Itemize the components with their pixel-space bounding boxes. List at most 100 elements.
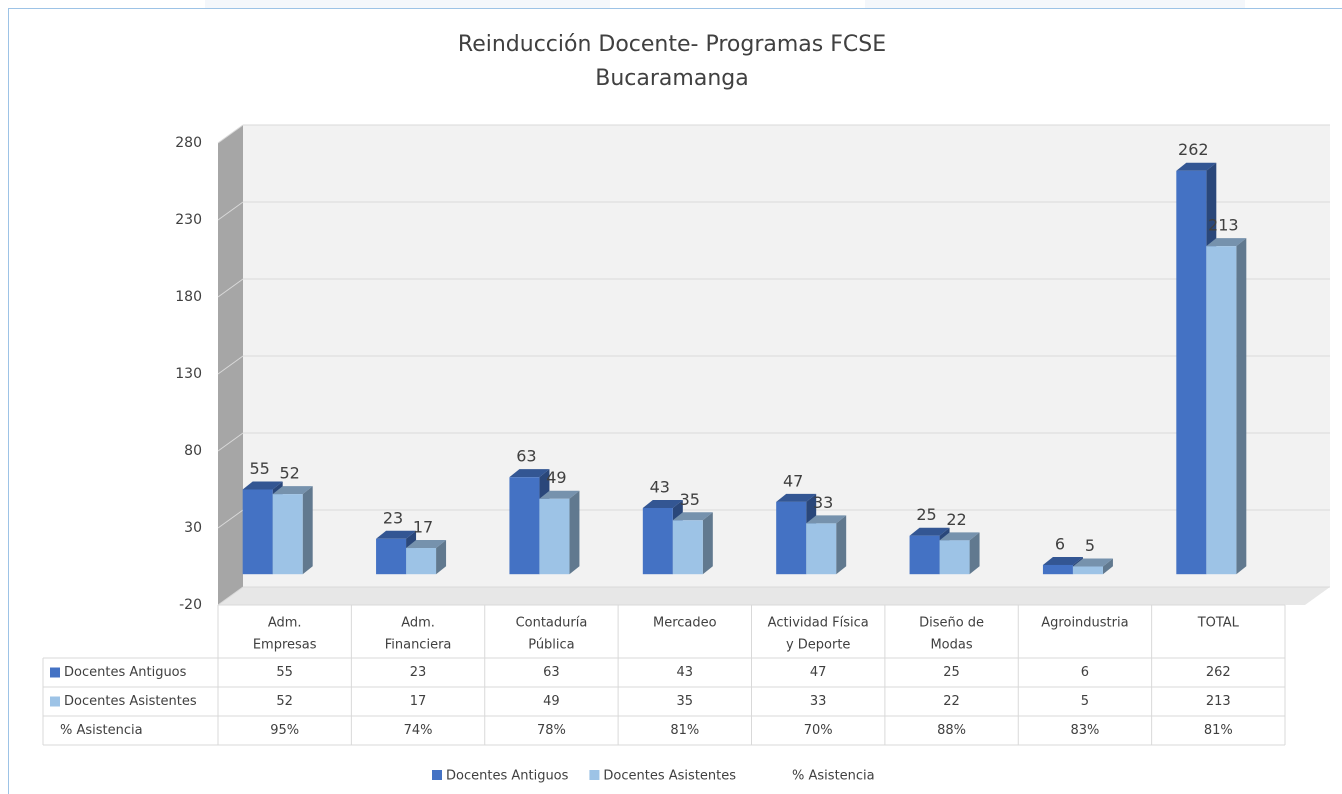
row-label: Docentes Antiguos (64, 665, 187, 680)
table-cell: 23 (410, 665, 427, 680)
bar (376, 538, 407, 575)
bar (1206, 246, 1237, 575)
chart-title: Reinducción Docente- Programas FCSE (458, 32, 886, 57)
data-label: 262 (1178, 140, 1209, 159)
bar-side (436, 540, 447, 575)
bar-side (702, 512, 713, 575)
bar-top (806, 515, 847, 524)
bar-side (1236, 238, 1247, 575)
table-cell: 47 (810, 665, 827, 680)
legend-label: % Asistencia (792, 769, 875, 784)
legend-marker (50, 696, 60, 707)
table-cell: 5 (1081, 694, 1089, 709)
x-tick-label: Modas (930, 638, 972, 653)
data-label: 52 (280, 464, 300, 483)
bar-side (969, 532, 980, 575)
table-cell: 52 (276, 694, 293, 709)
bar-top (1206, 238, 1247, 247)
grid-line (217, 201, 244, 221)
bar-top (509, 469, 550, 478)
x-tick-label: y Deporte (786, 638, 850, 653)
data-label: 213 (1208, 216, 1239, 235)
bar-top (939, 532, 980, 541)
table-cell: 17 (410, 694, 427, 709)
data-label: 5 (1085, 536, 1095, 555)
legend-label: Docentes Antiguos (446, 769, 569, 784)
table-cell: 74% (404, 723, 433, 738)
bar (1176, 170, 1207, 575)
bar (272, 494, 303, 575)
top-strip (205, 0, 610, 8)
table-cell: 22 (943, 694, 960, 709)
table-cell: 81% (670, 723, 699, 738)
bar (242, 489, 273, 575)
chart-subtitle: Bucaramanga (595, 66, 748, 91)
data-label: 17 (413, 518, 433, 537)
grid-line (217, 355, 244, 375)
bar (909, 535, 940, 575)
bar (539, 498, 570, 575)
bar (642, 507, 673, 575)
table-cell: 95% (270, 723, 299, 738)
bar-top (1176, 162, 1217, 171)
chart-frame (8, 8, 1342, 794)
table-cell: 49 (543, 694, 560, 709)
x-tick-label: Agroindustria (1041, 616, 1128, 631)
x-tick-label: TOTAL (1197, 616, 1240, 631)
bar (939, 540, 970, 575)
table-cell: 213 (1206, 694, 1231, 709)
table-cell: 35 (677, 694, 694, 709)
table-cell: 6 (1081, 665, 1089, 680)
data-label: 35 (680, 490, 700, 509)
data-label: 22 (946, 510, 966, 529)
x-tick-label: Empresas (253, 638, 317, 653)
bar-top (1042, 556, 1083, 565)
bar-side (1102, 558, 1113, 575)
y-tick-label: 280 (175, 135, 202, 151)
bar-top (406, 540, 447, 549)
data-label: 47 (783, 471, 803, 490)
legend-label: Docentes Asistentes (603, 769, 736, 784)
bar-top (672, 512, 713, 521)
bar (776, 501, 807, 575)
bar-top (272, 486, 313, 495)
y-tick-label: 180 (175, 289, 202, 305)
bar-top (776, 493, 817, 502)
legend-marker (589, 770, 600, 780)
bar-top (1072, 558, 1113, 567)
x-tick-label: Adm. (401, 616, 435, 631)
table-cell: 43 (677, 665, 694, 680)
bar (1042, 564, 1073, 575)
grid-line (217, 432, 244, 452)
data-label: 33 (813, 493, 833, 512)
data-label: 63 (516, 447, 536, 466)
y-tick-label: 130 (175, 366, 202, 382)
grid-line (217, 278, 244, 298)
table-cell: 70% (804, 723, 833, 738)
table-cell: 33 (810, 694, 827, 709)
top-strip (865, 0, 1245, 8)
x-tick-label: Adm. (268, 616, 302, 631)
table-cell: 83% (1070, 723, 1099, 738)
table-cell: 262 (1206, 665, 1231, 680)
bar-side (302, 486, 313, 575)
x-tick-label: Contaduría (516, 616, 588, 631)
grid-line (217, 124, 244, 144)
x-tick-label: Diseño de (919, 616, 984, 631)
data-label: 25 (916, 505, 936, 524)
bar-top (376, 530, 417, 539)
y-tick-label: 80 (184, 443, 202, 459)
x-tick-label: Pública (528, 638, 574, 653)
bar (806, 523, 837, 575)
legend-marker (432, 770, 442, 780)
data-label: 43 (650, 477, 670, 496)
bar-top (539, 490, 580, 499)
table-cell: 81% (1204, 723, 1233, 738)
legend-marker (50, 667, 60, 678)
row-label: % Asistencia (60, 723, 143, 738)
table-cell: 78% (537, 723, 566, 738)
data-label: 55 (250, 459, 270, 478)
x-tick-label: Financiera (385, 638, 452, 653)
data-label: 49 (546, 468, 566, 487)
